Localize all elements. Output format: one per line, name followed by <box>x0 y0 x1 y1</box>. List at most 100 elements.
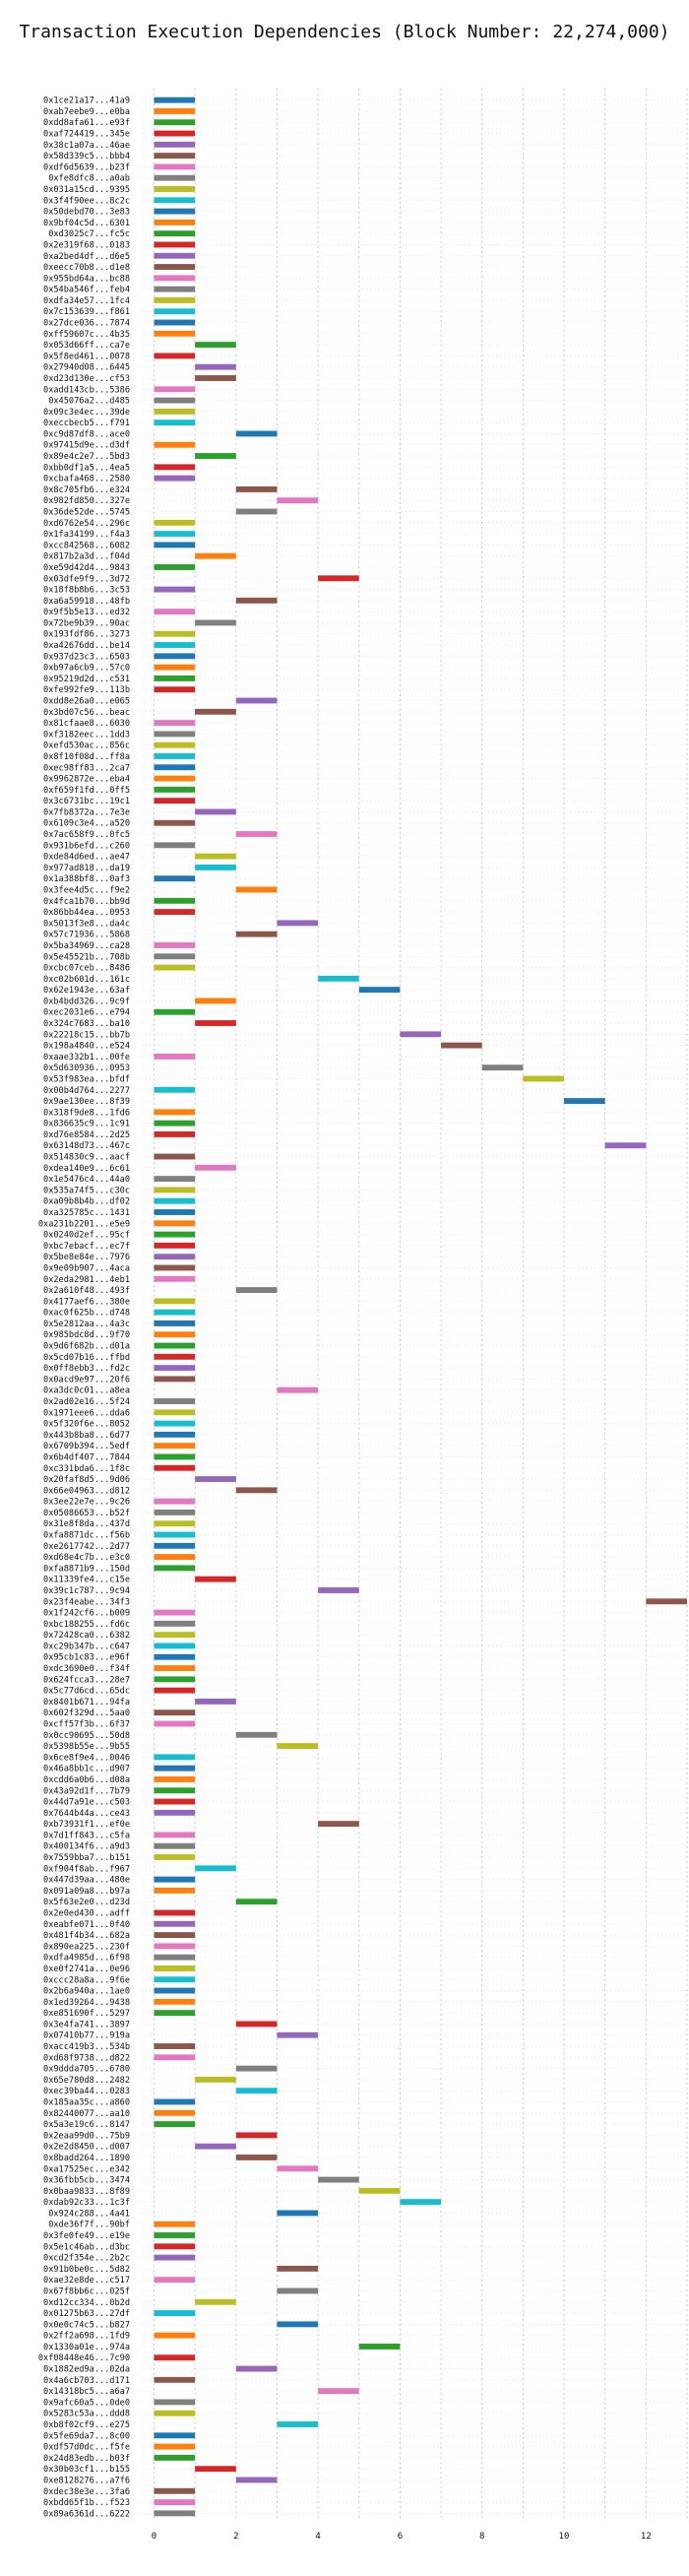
transaction-bar <box>277 2210 319 2217</box>
transaction-bar <box>154 241 196 248</box>
transaction-bar <box>154 264 196 270</box>
transaction-bar <box>154 2109 196 2116</box>
transaction-bar <box>154 1932 196 1939</box>
y-tick-label: 0xa231b2201...e5e9 <box>38 1219 130 1229</box>
transaction-bar <box>154 308 196 315</box>
transaction-bar <box>154 1809 196 1816</box>
transaction-bar <box>154 1909 196 1916</box>
y-tick-label: 0x7fb8372a...7e3e <box>43 807 130 817</box>
transaction-bar <box>195 2466 236 2473</box>
transaction-bar <box>195 1576 236 1582</box>
transaction-bar <box>358 2344 401 2350</box>
x-tick-label: 8 <box>479 2532 484 2542</box>
y-tick-label: 0x053d66ff...ca7e <box>43 341 130 351</box>
y-tick-label: 0x817b2a3d...f04d <box>43 552 130 562</box>
y-tick-label: 0x67f8bb6c...025f <box>43 2286 130 2296</box>
y-tick-label: 0xcc842568...6082 <box>43 541 130 550</box>
y-tick-label: 0x5e2812aa...4a3c <box>43 1320 130 1329</box>
y-tick-label: 0x185aa35c...a860 <box>43 2097 130 2107</box>
transaction-bar <box>195 808 236 815</box>
y-tick-label: 0xfe992fe9...113b <box>43 685 130 695</box>
transaction-bar <box>277 1743 319 1750</box>
transaction-bar <box>195 552 236 559</box>
transaction-bar <box>154 964 196 971</box>
y-tick-label: 0x2eaa99d0...75b9 <box>43 2131 130 2141</box>
y-tick-label: 0x24d83edb...b03f <box>43 2454 130 2464</box>
transaction-bar <box>235 831 278 837</box>
transaction-bar <box>235 508 278 515</box>
transaction-bar <box>154 208 196 215</box>
y-tick-label: 0xdf6d5639...b23f <box>43 162 130 172</box>
y-tick-label: 0xcbc07ceb...8486 <box>43 964 130 974</box>
transaction-bar <box>235 1731 278 1738</box>
transaction-bar <box>154 1187 196 1193</box>
transaction-bar <box>154 296 196 303</box>
transaction-bar <box>154 2443 196 2450</box>
transaction-bar <box>154 419 196 426</box>
y-tick-label: 0xa2bed4df...d6e5 <box>43 252 130 262</box>
transaction-bar <box>154 942 196 948</box>
y-tick-label: 0xdfa34e57...1fc4 <box>43 296 130 306</box>
transaction-bar <box>400 2199 442 2206</box>
y-tick-label: 0x62e1943e...63af <box>43 986 130 996</box>
y-tick-label: 0x45076a2...d485 <box>48 397 130 407</box>
y-tick-label: 0xccc28a8a...9f6e <box>43 1975 130 1985</box>
transaction-bar <box>195 619 236 626</box>
y-tick-label: 0x535a74f5...c30c <box>43 1186 130 1195</box>
transaction-bar <box>154 1275 196 1282</box>
transaction-bar <box>154 1687 196 1694</box>
transaction-bar <box>154 408 196 415</box>
y-tick-label: 0xcbafa468...2580 <box>43 475 130 484</box>
transaction-bar <box>154 741 196 748</box>
transaction-bar <box>154 2487 196 2494</box>
transaction-bar <box>154 330 196 337</box>
y-tick-label: 0x23f4eabe...34f3 <box>43 1597 130 1607</box>
transaction-bar <box>154 1464 196 1471</box>
y-tick-label: 0x624fcca3...28e7 <box>43 1675 130 1685</box>
y-tick-label: 0x5f320f6e...8052 <box>43 1420 130 1430</box>
transaction-bar <box>154 630 196 637</box>
y-tick-label: 0x9bf04c5d...6301 <box>43 219 130 228</box>
y-tick-label: 0x27dce036...7874 <box>43 319 130 329</box>
transaction-bar <box>154 2376 196 2383</box>
y-tick-label: 0x5013f3e8...da4c <box>43 919 130 929</box>
transaction-bar <box>154 764 196 771</box>
y-tick-label: 0x2e0ed430...adff <box>43 1909 130 1919</box>
y-tick-label: 0xaae332b1...00fe <box>43 1053 130 1063</box>
y-tick-label: 0xadd143cb...5386 <box>43 385 130 395</box>
transaction-bar <box>318 575 359 582</box>
y-tick-label: 0x38c1a07a...46ae <box>43 141 130 151</box>
transaction-bar <box>235 886 278 893</box>
y-tick-label: 0xb97a6cb9...57c0 <box>43 664 130 674</box>
transaction-bar <box>154 2332 196 2339</box>
y-tick-label: 0xec39ba44...0283 <box>43 2087 130 2096</box>
transaction-bar <box>154 174 196 181</box>
y-tick-label: 0xe0f2741a...0e96 <box>43 1964 130 1974</box>
transaction-bar <box>277 2265 319 2272</box>
y-tick-label: 0x5be8e84e...7976 <box>43 1253 130 1262</box>
transaction-bar <box>235 1487 278 1494</box>
grid-lines <box>142 89 688 2519</box>
transaction-bar <box>154 1264 196 1271</box>
transaction-bar <box>154 108 196 114</box>
y-tick-label: 0x95219d2d...c531 <box>43 675 130 684</box>
transaction-bar <box>481 1064 524 1071</box>
y-tick-label: 0xc9d87df8...ace0 <box>43 429 130 439</box>
transaction-bar <box>154 1443 196 1449</box>
y-tick-label: 0x4fca1b70...bb9d <box>43 897 130 907</box>
y-tick-label: 0x27940d08...6445 <box>43 363 130 373</box>
y-tick-label: 0xa6a59918...48fb <box>43 597 130 607</box>
y-tick-label: 0x8401b671...94fa <box>43 1698 130 1707</box>
transaction-bar <box>195 1020 236 1026</box>
transaction-bar <box>154 1153 196 1160</box>
y-tick-label: 0xf659f1fd...0ff5 <box>43 786 130 796</box>
y-tick-label: 0x6109c3e4...a520 <box>43 819 130 829</box>
transaction-bar <box>154 353 196 359</box>
y-tick-label: 0x7c153639...f861 <box>43 307 130 317</box>
transaction-bar <box>195 453 236 459</box>
transaction-bar <box>154 1409 196 1416</box>
transaction-bar <box>154 542 196 548</box>
y-tick-label: 0x57c71936...5868 <box>43 931 130 940</box>
y-tick-label: 0xfa8871b9...150d <box>43 1564 130 1574</box>
y-tick-label: 0x924c288...4a41 <box>48 2209 130 2219</box>
